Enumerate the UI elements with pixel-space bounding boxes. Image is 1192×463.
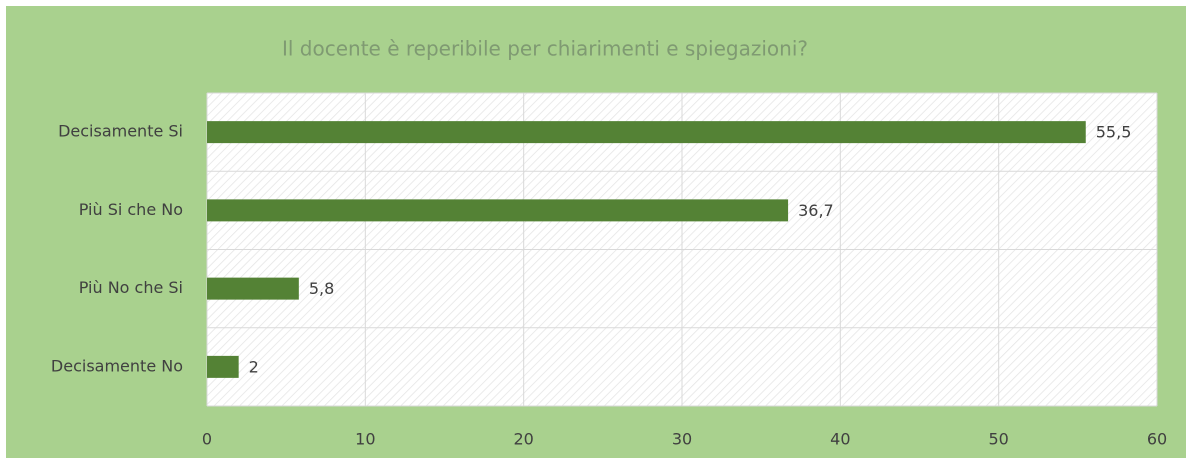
data-label: 5,8 — [309, 279, 334, 298]
data-label: 2 — [249, 357, 259, 376]
data-label: 36,7 — [798, 201, 834, 220]
x-tick-label: 40 — [830, 430, 850, 449]
bar — [207, 277, 299, 300]
y-tick-label: Decisamente No — [51, 356, 183, 375]
x-tick-label: 60 — [1147, 430, 1167, 449]
x-tick-label: 30 — [672, 430, 692, 449]
x-tick-label: 20 — [513, 430, 533, 449]
x-tick-label: 10 — [355, 430, 375, 449]
bar — [207, 355, 239, 378]
x-tick-label: 50 — [988, 430, 1008, 449]
data-label: 55,5 — [1096, 123, 1132, 142]
y-tick-label: Decisamente Si — [58, 122, 183, 141]
bar — [207, 121, 1086, 144]
y-tick-label: Più Si che No — [79, 200, 183, 219]
chart-title: Il docente è reperibile per chiarimenti … — [282, 37, 808, 61]
bar — [207, 199, 789, 222]
y-tick-label: Più No che Si — [79, 278, 183, 297]
x-tick-label: 0 — [202, 430, 212, 449]
